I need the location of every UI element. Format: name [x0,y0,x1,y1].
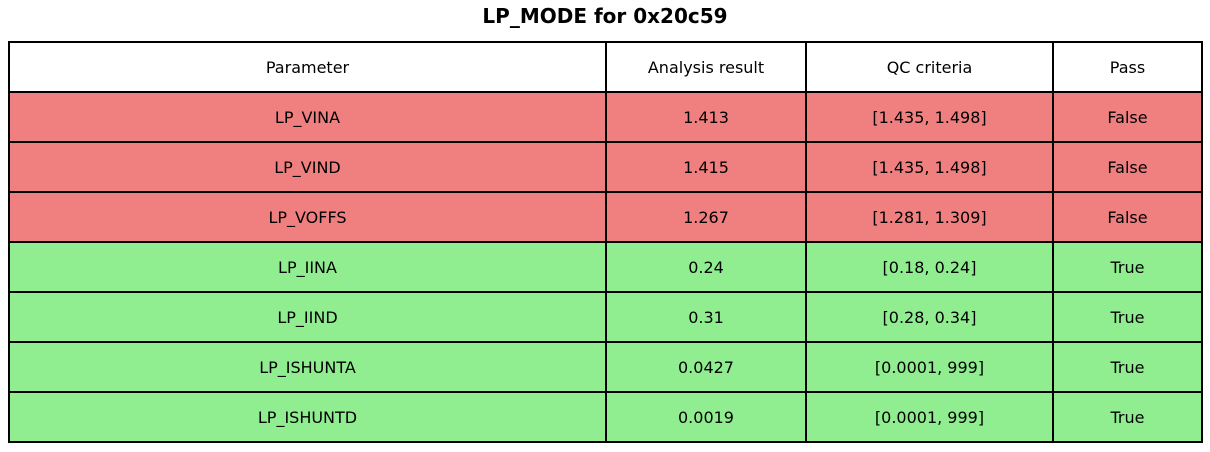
cell-analysis-result: 0.31 [605,291,807,343]
cell-parameter: LP_VOFFS [8,191,607,243]
cell-pass: False [1052,191,1203,243]
cell-analysis-result: 0.0427 [605,341,807,393]
col-header-qc-criteria: QC criteria [805,41,1054,93]
cell-qc-criteria: [1.435, 1.498] [805,141,1054,193]
cell-parameter: LP_IINA [8,241,607,293]
col-header-pass: Pass [1052,41,1203,93]
cell-analysis-result: 1.267 [605,191,807,243]
cell-pass: False [1052,91,1203,143]
cell-pass: True [1052,241,1203,293]
qc-results-table: Parameter Analysis result QC criteria Pa… [8,41,1203,443]
cell-parameter: LP_VIND [8,141,607,193]
col-header-analysis-result: Analysis result [605,41,807,93]
cell-parameter: LP_IIND [8,291,607,343]
table-row: LP_ISHUNTD 0.0019 [0.0001, 999] True [8,391,1203,443]
page-title: LP_MODE for 0x20c59 [482,4,728,28]
cell-pass: True [1052,341,1203,393]
cell-analysis-result: 0.24 [605,241,807,293]
table-row: LP_ISHUNTA 0.0427 [0.0001, 999] True [8,341,1203,393]
header-row: Parameter Analysis result QC criteria Pa… [8,41,1203,93]
cell-qc-criteria: [0.18, 0.24] [805,241,1054,293]
cell-qc-criteria: [1.435, 1.498] [805,91,1054,143]
col-header-parameter: Parameter [8,41,607,93]
cell-analysis-result: 1.413 [605,91,807,143]
cell-pass: True [1052,391,1203,443]
table-row: LP_VOFFS 1.267 [1.281, 1.309] False [8,191,1203,243]
table-row: LP_VINA 1.413 [1.435, 1.498] False [8,91,1203,143]
cell-qc-criteria: [1.281, 1.309] [805,191,1054,243]
cell-parameter: LP_ISHUNTA [8,341,607,393]
table-row: LP_IINA 0.24 [0.18, 0.24] True [8,241,1203,293]
cell-pass: False [1052,141,1203,193]
table-row: LP_VIND 1.415 [1.435, 1.498] False [8,141,1203,193]
table-row: LP_IIND 0.31 [0.28, 0.34] True [8,291,1203,343]
cell-parameter: LP_VINA [8,91,607,143]
cell-analysis-result: 0.0019 [605,391,807,443]
table-body: LP_VINA 1.413 [1.435, 1.498] False LP_VI… [8,91,1203,443]
cell-parameter: LP_ISHUNTD [8,391,607,443]
cell-analysis-result: 1.415 [605,141,807,193]
cell-qc-criteria: [0.28, 0.34] [805,291,1054,343]
cell-qc-criteria: [0.0001, 999] [805,341,1054,393]
cell-pass: True [1052,291,1203,343]
cell-qc-criteria: [0.0001, 999] [805,391,1054,443]
